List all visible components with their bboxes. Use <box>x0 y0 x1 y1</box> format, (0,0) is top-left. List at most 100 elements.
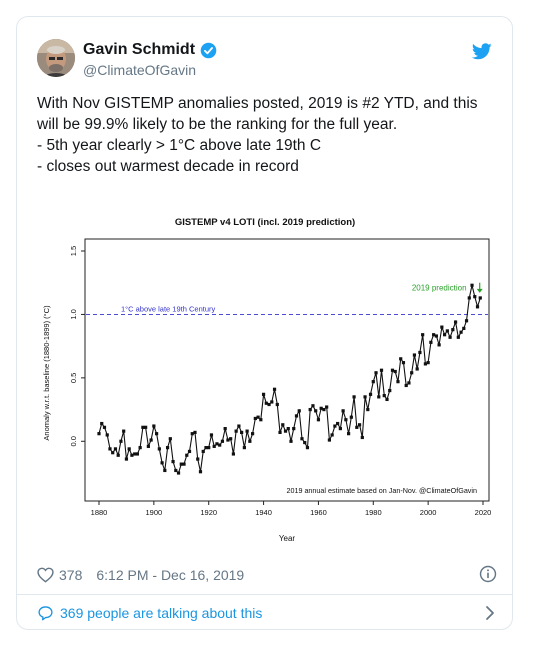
data-point <box>135 452 139 456</box>
data-point <box>281 423 285 427</box>
data-point <box>242 446 246 450</box>
author-name-row[interactable]: Gavin Schmidt <box>83 41 217 59</box>
x-tick-label: 2000 <box>420 508 437 517</box>
data-point <box>456 335 460 339</box>
data-point <box>374 371 378 375</box>
data-point <box>272 387 277 391</box>
data-point <box>453 320 458 324</box>
data-point <box>201 449 205 454</box>
speech-bubble-icon[interactable] <box>37 605 54 621</box>
data-point <box>338 427 342 431</box>
data-point <box>174 468 178 473</box>
data-point <box>368 392 373 396</box>
data-point <box>97 432 101 436</box>
data-point <box>355 425 359 429</box>
x-tick-label: 1980 <box>365 508 382 517</box>
data-point <box>349 415 353 419</box>
data-point <box>165 446 170 450</box>
data-point <box>176 471 181 475</box>
data-point <box>344 418 348 422</box>
data-point <box>327 438 331 442</box>
data-point <box>410 371 414 375</box>
data-point <box>182 462 186 466</box>
data-point <box>275 402 279 407</box>
data-point <box>305 446 310 450</box>
twitter-bird-icon[interactable] <box>472 43 492 60</box>
chart-annotation: 2019 annual estimate based on Jan-Nov. @… <box>286 486 477 495</box>
data-point <box>229 437 233 441</box>
data-point <box>473 295 477 299</box>
data-point <box>267 402 271 407</box>
data-point <box>322 407 326 412</box>
tweet-text-line: With Nov GISTEMP anomalies posted, 2019 … <box>37 95 478 112</box>
data-point <box>157 447 161 451</box>
data-point <box>278 430 282 435</box>
heart-icon[interactable] <box>37 567 54 583</box>
data-point <box>437 343 441 347</box>
data-point <box>127 447 131 451</box>
data-point <box>470 283 474 287</box>
data-point <box>462 326 466 330</box>
data-point <box>347 432 351 436</box>
avatar-image <box>37 39 75 77</box>
series-line <box>98 285 481 474</box>
data-point <box>448 335 452 339</box>
tweet-media[interactable]: GISTEMP v4 LOTI (incl. 2019 prediction) … <box>37 203 493 547</box>
data-point <box>393 369 397 374</box>
tweet-card[interactable]: Gavin Schmidt @ClimateOfGavin With Nov G… <box>16 16 513 630</box>
talking-text[interactable]: 369 people are talking about this <box>60 605 263 621</box>
data-point <box>248 439 252 443</box>
y-tick-label: 1.5 <box>69 246 78 256</box>
info-icon[interactable] <box>479 565 497 583</box>
data-point <box>412 353 417 357</box>
data-point <box>445 329 449 333</box>
x-tick-label: 1920 <box>200 508 217 517</box>
data-point <box>234 429 238 433</box>
data-point <box>207 446 211 450</box>
plot-frame <box>84 238 490 502</box>
data-point <box>300 437 304 441</box>
data-point <box>193 430 197 435</box>
data-point <box>215 442 219 446</box>
data-point <box>421 333 425 337</box>
data-point <box>245 429 249 433</box>
x-tick-label: 2020 <box>475 508 492 517</box>
data-point <box>237 424 241 428</box>
talking-link[interactable]: 369 people are talking about this <box>37 602 497 624</box>
data-point <box>102 425 107 429</box>
like-button[interactable]: 378 <box>37 567 82 583</box>
data-point <box>223 427 227 431</box>
data-point <box>360 435 364 440</box>
data-point <box>311 404 315 408</box>
timestamp[interactable]: 6:12 PM - Dec 16, 2019 <box>96 567 245 583</box>
data-point <box>478 296 482 300</box>
data-point <box>396 380 400 384</box>
data-point <box>399 357 403 361</box>
data-point <box>218 443 222 447</box>
threshold-label: 1°C above late 19th Century <box>121 304 216 313</box>
data-point <box>292 427 296 431</box>
data-point <box>133 452 137 456</box>
avatar[interactable] <box>37 39 75 77</box>
data-point <box>415 367 419 371</box>
chevron-right-icon[interactable] <box>483 605 497 621</box>
divider <box>17 594 512 595</box>
data-point <box>198 470 203 474</box>
data-point <box>475 305 480 309</box>
data-point <box>122 429 126 433</box>
data-point <box>333 424 337 428</box>
data-point <box>124 457 129 461</box>
data-point <box>366 407 370 412</box>
data-point <box>152 424 156 428</box>
author-handle[interactable]: @ClimateOfGavin <box>83 62 197 78</box>
like-count[interactable]: 378 <box>59 567 83 583</box>
data-point <box>168 437 172 441</box>
author-name[interactable]: Gavin Schmidt <box>83 41 196 58</box>
data-point <box>141 425 145 429</box>
data-point <box>163 468 167 473</box>
data-point <box>363 395 367 399</box>
data-point <box>440 325 444 329</box>
data-point <box>160 461 164 465</box>
data-point <box>185 453 189 457</box>
data-point <box>119 439 123 443</box>
